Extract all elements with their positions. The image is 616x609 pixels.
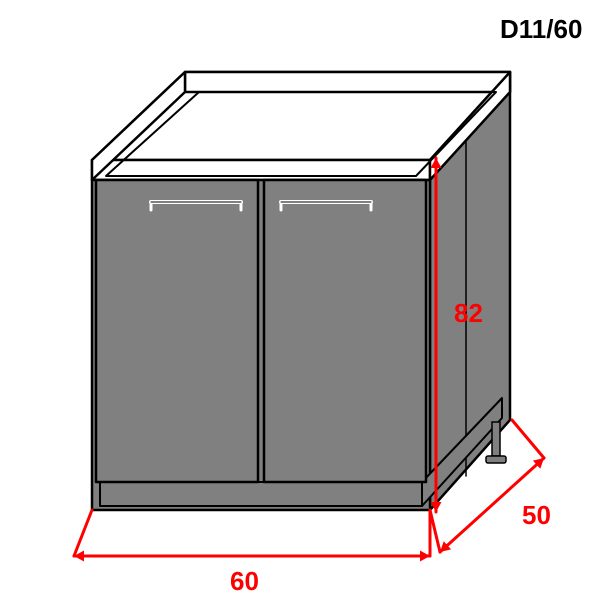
dimension-width-label: 60 <box>230 566 259 597</box>
model-code-label: D11/60 <box>500 14 582 45</box>
dimension-height-label: 82 <box>454 298 483 329</box>
dimension-depth-label: 50 <box>522 500 551 531</box>
